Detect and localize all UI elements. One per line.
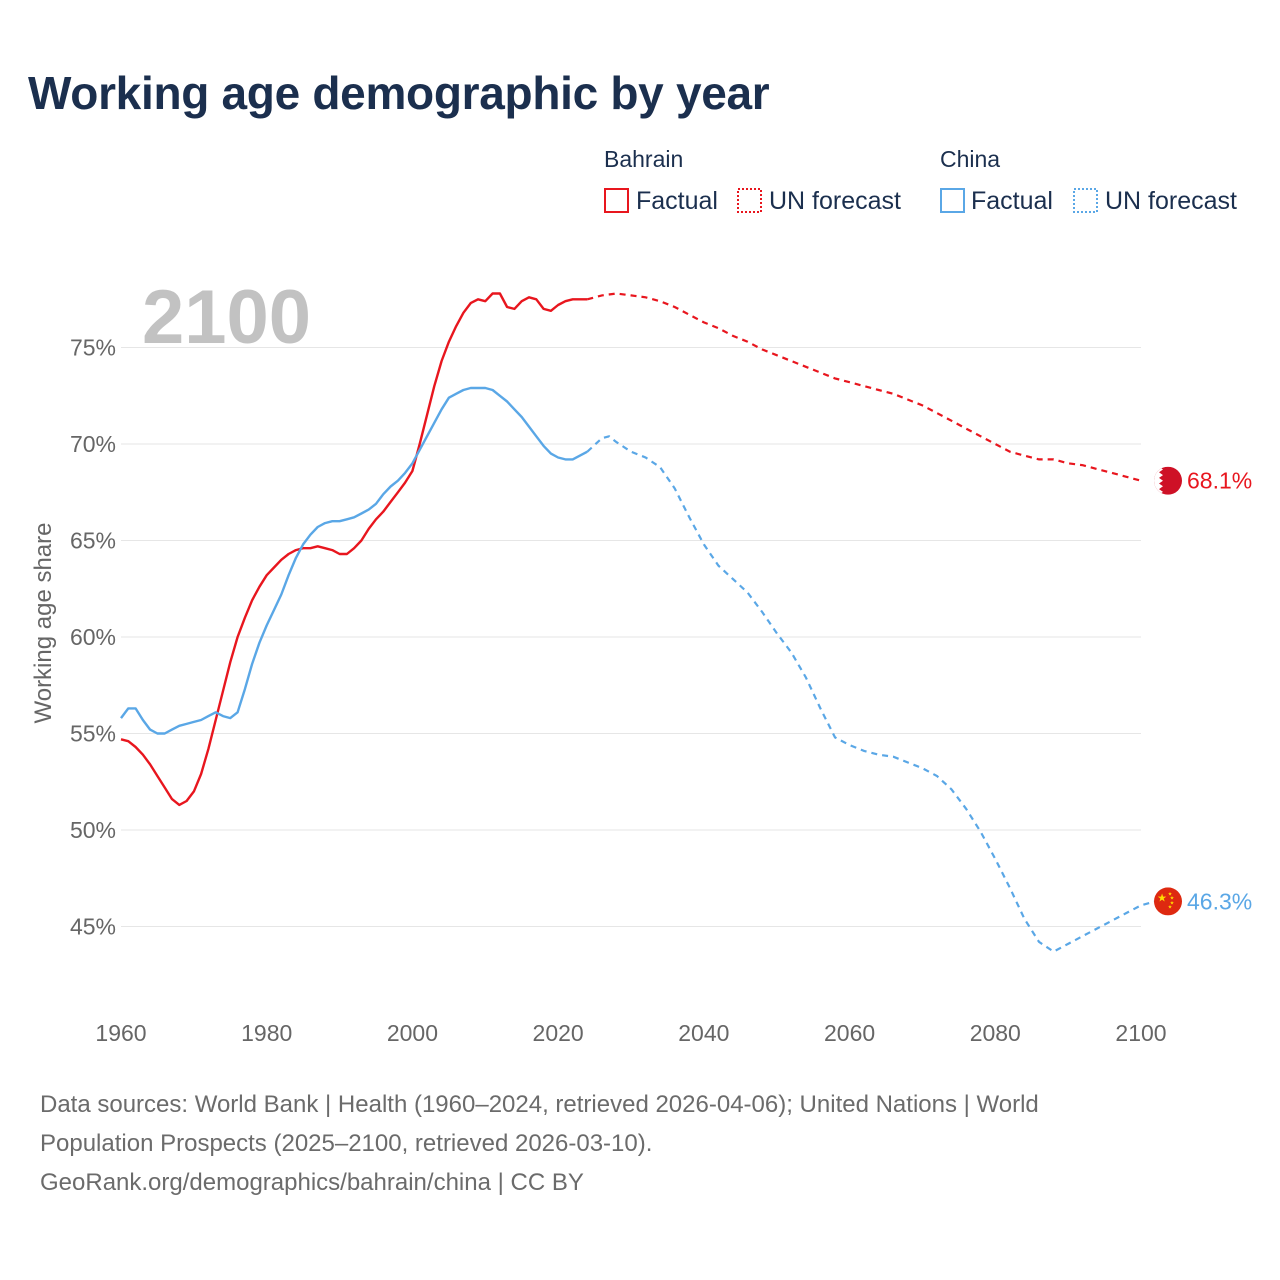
legend-swatch-china-forecast	[1073, 188, 1098, 213]
legend: Bahrain Factual UN forecast China Factua…	[604, 146, 1237, 215]
x-tick-label: 2060	[824, 1020, 875, 1046]
y-tick-label: 50%	[70, 817, 116, 843]
year-watermark: 2100	[142, 275, 311, 360]
x-tick-label: 2020	[533, 1020, 584, 1046]
y-tick-label: 60%	[70, 624, 116, 650]
x-tick-label: 2040	[678, 1020, 729, 1046]
y-tick-label: 70%	[70, 431, 116, 457]
y-tick-label: 55%	[70, 721, 116, 747]
china-forecast-line	[586, 435, 1156, 953]
bahrain-flag-icon	[1154, 466, 1182, 495]
legend-swatch-china-factual	[940, 188, 965, 213]
china-flag-icon: ★ ★ ★ ★ ★	[1154, 887, 1182, 916]
y-tick-label: 65%	[70, 528, 116, 554]
legend-label-bahrain-forecast: UN forecast	[769, 187, 901, 215]
svg-text:★: ★	[1170, 895, 1175, 901]
legend-swatch-bahrain-factual	[604, 188, 629, 213]
x-tick-label: 2000	[387, 1020, 438, 1046]
svg-text:★: ★	[1170, 900, 1175, 906]
x-tick-label: 1980	[241, 1020, 292, 1046]
legend-group-bahrain: Bahrain	[604, 146, 683, 172]
bahrain-end-value: 68.1%	[1187, 468, 1252, 494]
series-lines	[120, 292, 1156, 953]
source-line-2: Population Prospects (2025–2100, retriev…	[40, 1130, 653, 1157]
x-tick-label: 2100	[1115, 1020, 1166, 1046]
y-tick-label: 75%	[70, 335, 116, 361]
china-end-value: 46.3%	[1187, 888, 1252, 914]
chart-title: Working age demographic by year	[28, 67, 770, 119]
svg-text:★: ★	[1168, 891, 1173, 897]
source-line-1: Data sources: World Bank | Health (1960–…	[40, 1091, 1039, 1118]
legend-group-china: China	[940, 146, 1000, 172]
bahrain-factual-line	[120, 292, 588, 807]
gridlines	[121, 347, 1141, 927]
source-link[interactable]: GeoRank.org/demographics/bahrain/china |…	[40, 1169, 584, 1196]
y-tick-label: 45%	[70, 914, 116, 940]
x-tick-label: 1960	[95, 1020, 146, 1046]
legend-label-china-factual: Factual	[971, 187, 1053, 215]
y-axis-ticks: 45% 50% 55% 60% 65% 70% 75%	[70, 335, 116, 940]
x-tick-label: 2080	[970, 1020, 1021, 1046]
x-axis-ticks: 1960 1980 2000 2020 2040 2060 2080 2100	[95, 1020, 1166, 1046]
legend-swatch-bahrain-forecast	[737, 188, 762, 213]
legend-label-bahrain-factual: Factual	[636, 187, 718, 215]
chart-canvas: Bahrain Factual UN forecast China Factua…	[30, 146, 1252, 1046]
legend-label-china-forecast: UN forecast	[1105, 187, 1237, 215]
svg-text:★: ★	[1157, 892, 1167, 904]
svg-text:★: ★	[1168, 904, 1173, 910]
y-axis-label: Working age share	[30, 523, 57, 724]
china-factual-line	[120, 386, 588, 735]
bahrain-forecast-line	[587, 292, 1142, 482]
source-note: Data sources: World Bank | Health (1960–…	[40, 1085, 1220, 1202]
